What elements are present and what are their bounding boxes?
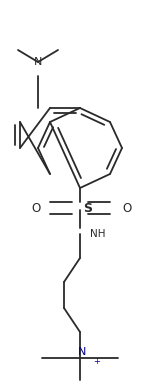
Text: N: N (78, 347, 86, 357)
Text: O: O (31, 201, 41, 215)
Text: +: + (94, 357, 100, 366)
Text: NH: NH (90, 229, 105, 239)
Text: N: N (34, 57, 42, 67)
Text: O: O (122, 201, 132, 215)
Text: S: S (84, 201, 92, 215)
